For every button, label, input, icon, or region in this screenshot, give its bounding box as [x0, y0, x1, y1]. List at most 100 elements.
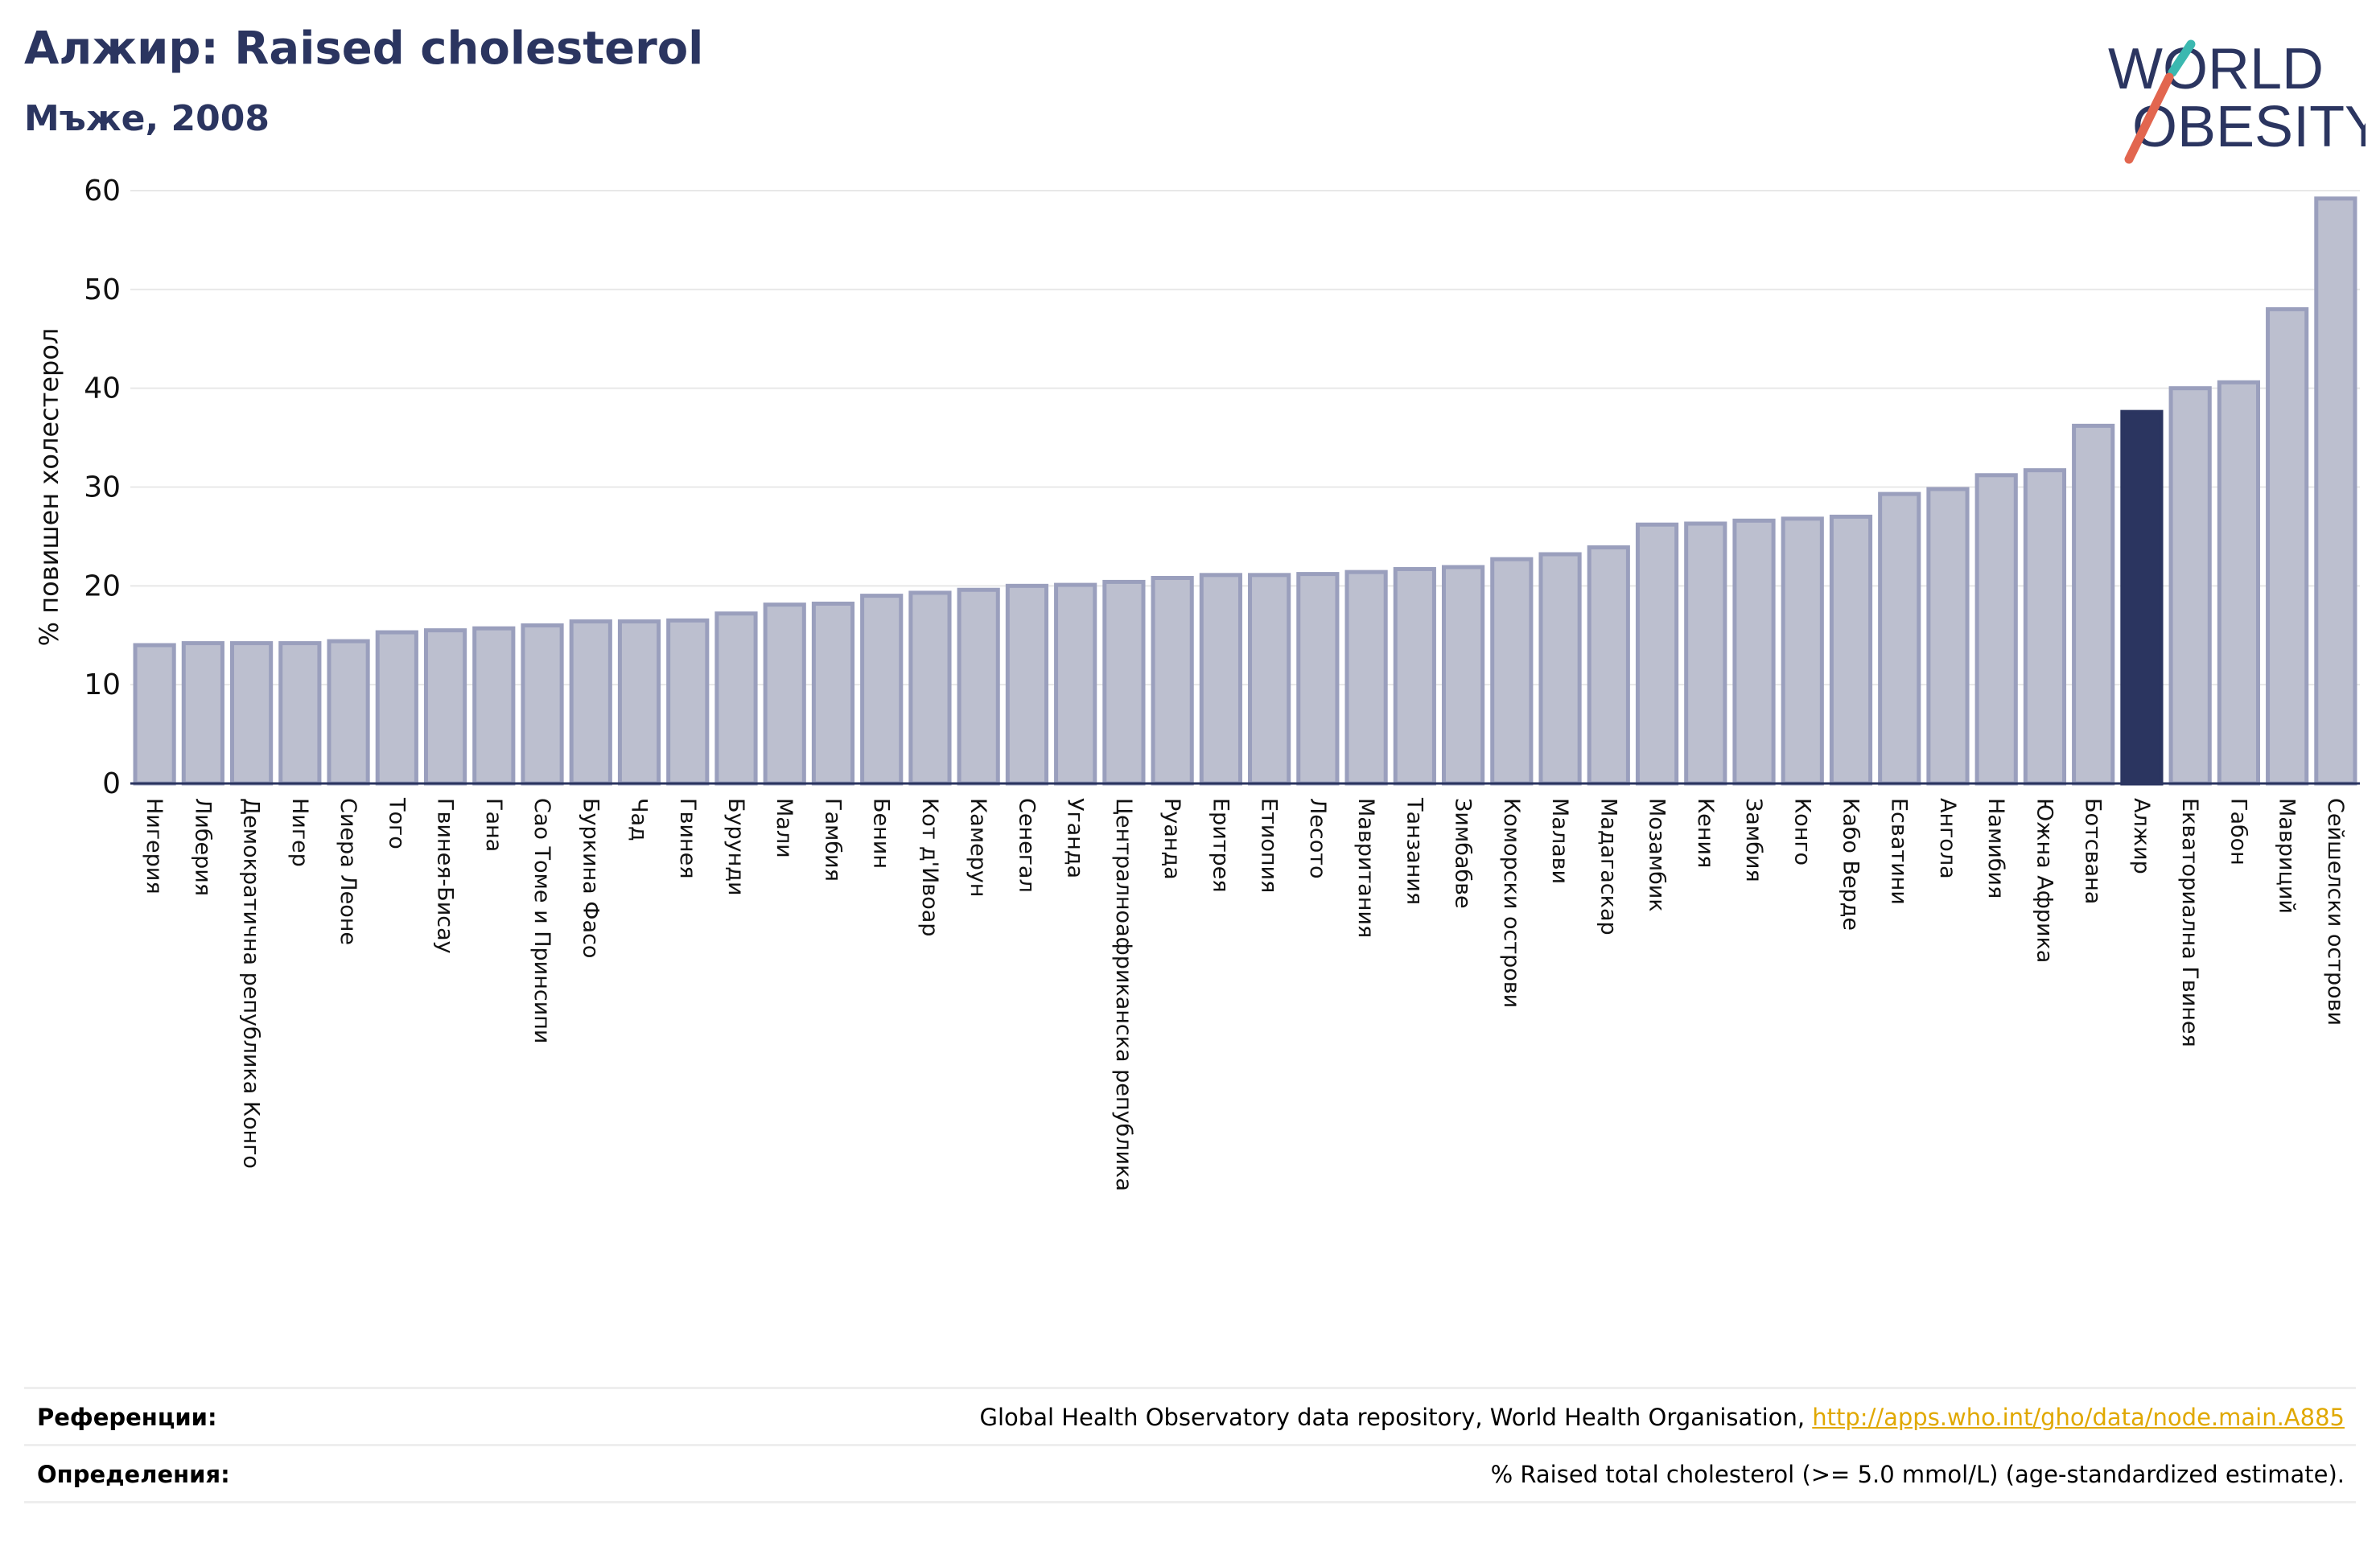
bar	[957, 587, 1000, 786]
x-tick-label: Ботсвана	[2081, 798, 2106, 904]
definitions-row: Определения: % Raised total cholesterol …	[24, 1444, 2356, 1503]
bar	[1441, 565, 1485, 786]
x-tick-label: Замбия	[1741, 798, 1766, 882]
x-tick-label: Гвинея-Бисау	[433, 798, 458, 954]
bar	[1151, 576, 1194, 786]
x-tick-label: Сиера Леоне	[336, 798, 360, 945]
x-tick-label: Нигерия	[142, 798, 167, 894]
bar	[811, 601, 855, 786]
y-tick-label: 10	[84, 668, 121, 701]
x-tick-label: Гана	[481, 798, 506, 852]
x-tick-label: Конго	[1789, 798, 1814, 866]
x-tick-label: Централноафриканска република	[1111, 798, 1136, 1191]
bar	[230, 641, 274, 786]
x-tick-label: Етиопия	[1257, 798, 1282, 893]
bar	[1005, 583, 1049, 786]
bar	[472, 626, 516, 786]
bar	[1102, 579, 1146, 786]
bar	[2314, 196, 2357, 786]
x-tick-label: Того	[384, 797, 409, 849]
x-tick-label: Алжир	[2129, 798, 2154, 874]
x-tick-label: Мали	[772, 798, 797, 858]
x-tick-label: Камерун	[966, 798, 990, 897]
chart-title: Алжир: Raised cholesterol	[24, 23, 704, 75]
bar	[860, 594, 904, 786]
x-tick-label: Есватини	[1887, 798, 1912, 905]
bar	[375, 630, 418, 786]
x-tick-label: Либерия	[190, 798, 215, 896]
x-tick-label: Мавритания	[1353, 798, 1378, 938]
y-tick-label: 30	[84, 471, 121, 504]
bar	[1538, 552, 1582, 786]
references-link[interactable]: http://apps.who.int/gho/data/node.main.A…	[1812, 1404, 2345, 1431]
x-tick-label: Мадагаскар	[1596, 798, 1620, 935]
x-tick-label: Руанда	[1159, 798, 1184, 880]
bar	[1296, 572, 1340, 786]
x-tick-label: Мавриций	[2275, 798, 2300, 914]
x-tick-label: Бурунди	[723, 798, 748, 896]
bar	[1781, 516, 1824, 786]
bar	[181, 641, 224, 786]
bar	[1587, 545, 1630, 786]
x-tick-label: Бенин	[869, 798, 894, 869]
logo-text-world: WORLD	[2108, 37, 2324, 101]
x-tick-label: Нигер	[287, 798, 312, 867]
x-tick-label: Буркина Фасо	[578, 798, 603, 958]
x-tick-label: Коморски острови	[1499, 798, 1524, 1008]
bar	[521, 623, 564, 786]
world-obesity-logo: WORLD OBESITY	[2108, 37, 2366, 164]
bar	[1393, 566, 1436, 786]
bar	[423, 628, 467, 786]
y-tick-label: 20	[84, 570, 121, 602]
bar	[2266, 306, 2309, 786]
bar-chart: 0 10 20 30 40 50 60 % повишен холестерол Нигерия…	[34, 175, 2360, 1191]
bar	[617, 619, 661, 786]
x-tick-label: Сао Томе и Принсипи	[529, 798, 554, 1043]
x-tick-label: Кабо Верде	[1838, 798, 1863, 931]
x-tick-label: Малави	[1547, 798, 1572, 884]
x-tick-label: Сейшелски острови	[2323, 798, 2348, 1026]
x-tick-label: Южна Африка	[2032, 798, 2057, 963]
y-tick-label: 60	[84, 175, 121, 208]
references-text: Global Health Observatory data repositor…	[979, 1404, 1813, 1431]
x-tick-label: Ангола	[1935, 798, 1960, 879]
bar	[1974, 473, 2018, 786]
logo-slash-red	[2124, 72, 2174, 164]
bar-highlighted	[2120, 409, 2164, 786]
bar	[714, 611, 758, 786]
bar	[327, 639, 370, 786]
x-tick-label: Еритрея	[1208, 798, 1233, 892]
x-tick-label: Уганда	[1063, 798, 1088, 878]
x-tick-label: Габон	[2226, 798, 2250, 866]
logo-text-obesity: OBESITY	[2132, 95, 2366, 159]
y-axis-label: % повишен холестерол	[34, 328, 64, 647]
bar	[908, 590, 952, 786]
bar	[278, 641, 322, 786]
bar	[1732, 518, 1776, 786]
chart-subtitle: Мъже, 2008	[24, 98, 270, 139]
bar	[1829, 514, 1873, 786]
bar	[2168, 386, 2212, 786]
x-tick-label: Мозамбик	[1645, 798, 1670, 912]
bar	[2217, 380, 2260, 786]
bar	[763, 602, 806, 786]
x-tick-label: Гамбия	[820, 798, 845, 882]
bar	[1490, 557, 1534, 786]
x-tick-label: Намибия	[1983, 798, 2008, 898]
x-tick-label: Демократична република Конго	[239, 798, 264, 1169]
x-tick-label: Кения	[1693, 798, 1718, 868]
bar	[1344, 570, 1388, 786]
bar	[569, 619, 612, 786]
x-tick-label: Чад	[627, 798, 652, 841]
definitions-label: Определения:	[37, 1461, 230, 1488]
x-tick-label: Сенегал	[1014, 798, 1039, 893]
x-tick-label: Лесото	[1305, 798, 1330, 879]
bar	[666, 618, 710, 786]
bar	[1684, 521, 1727, 786]
references-row: Референции: Global Health Observatory da…	[24, 1387, 2356, 1444]
bar	[1054, 582, 1097, 786]
bar	[1878, 491, 1921, 786]
bar	[2023, 468, 2067, 786]
x-tick-label: Екваториална Гвинея	[2177, 798, 2202, 1047]
x-tick-label: Кот д'Ивоар	[917, 798, 942, 936]
